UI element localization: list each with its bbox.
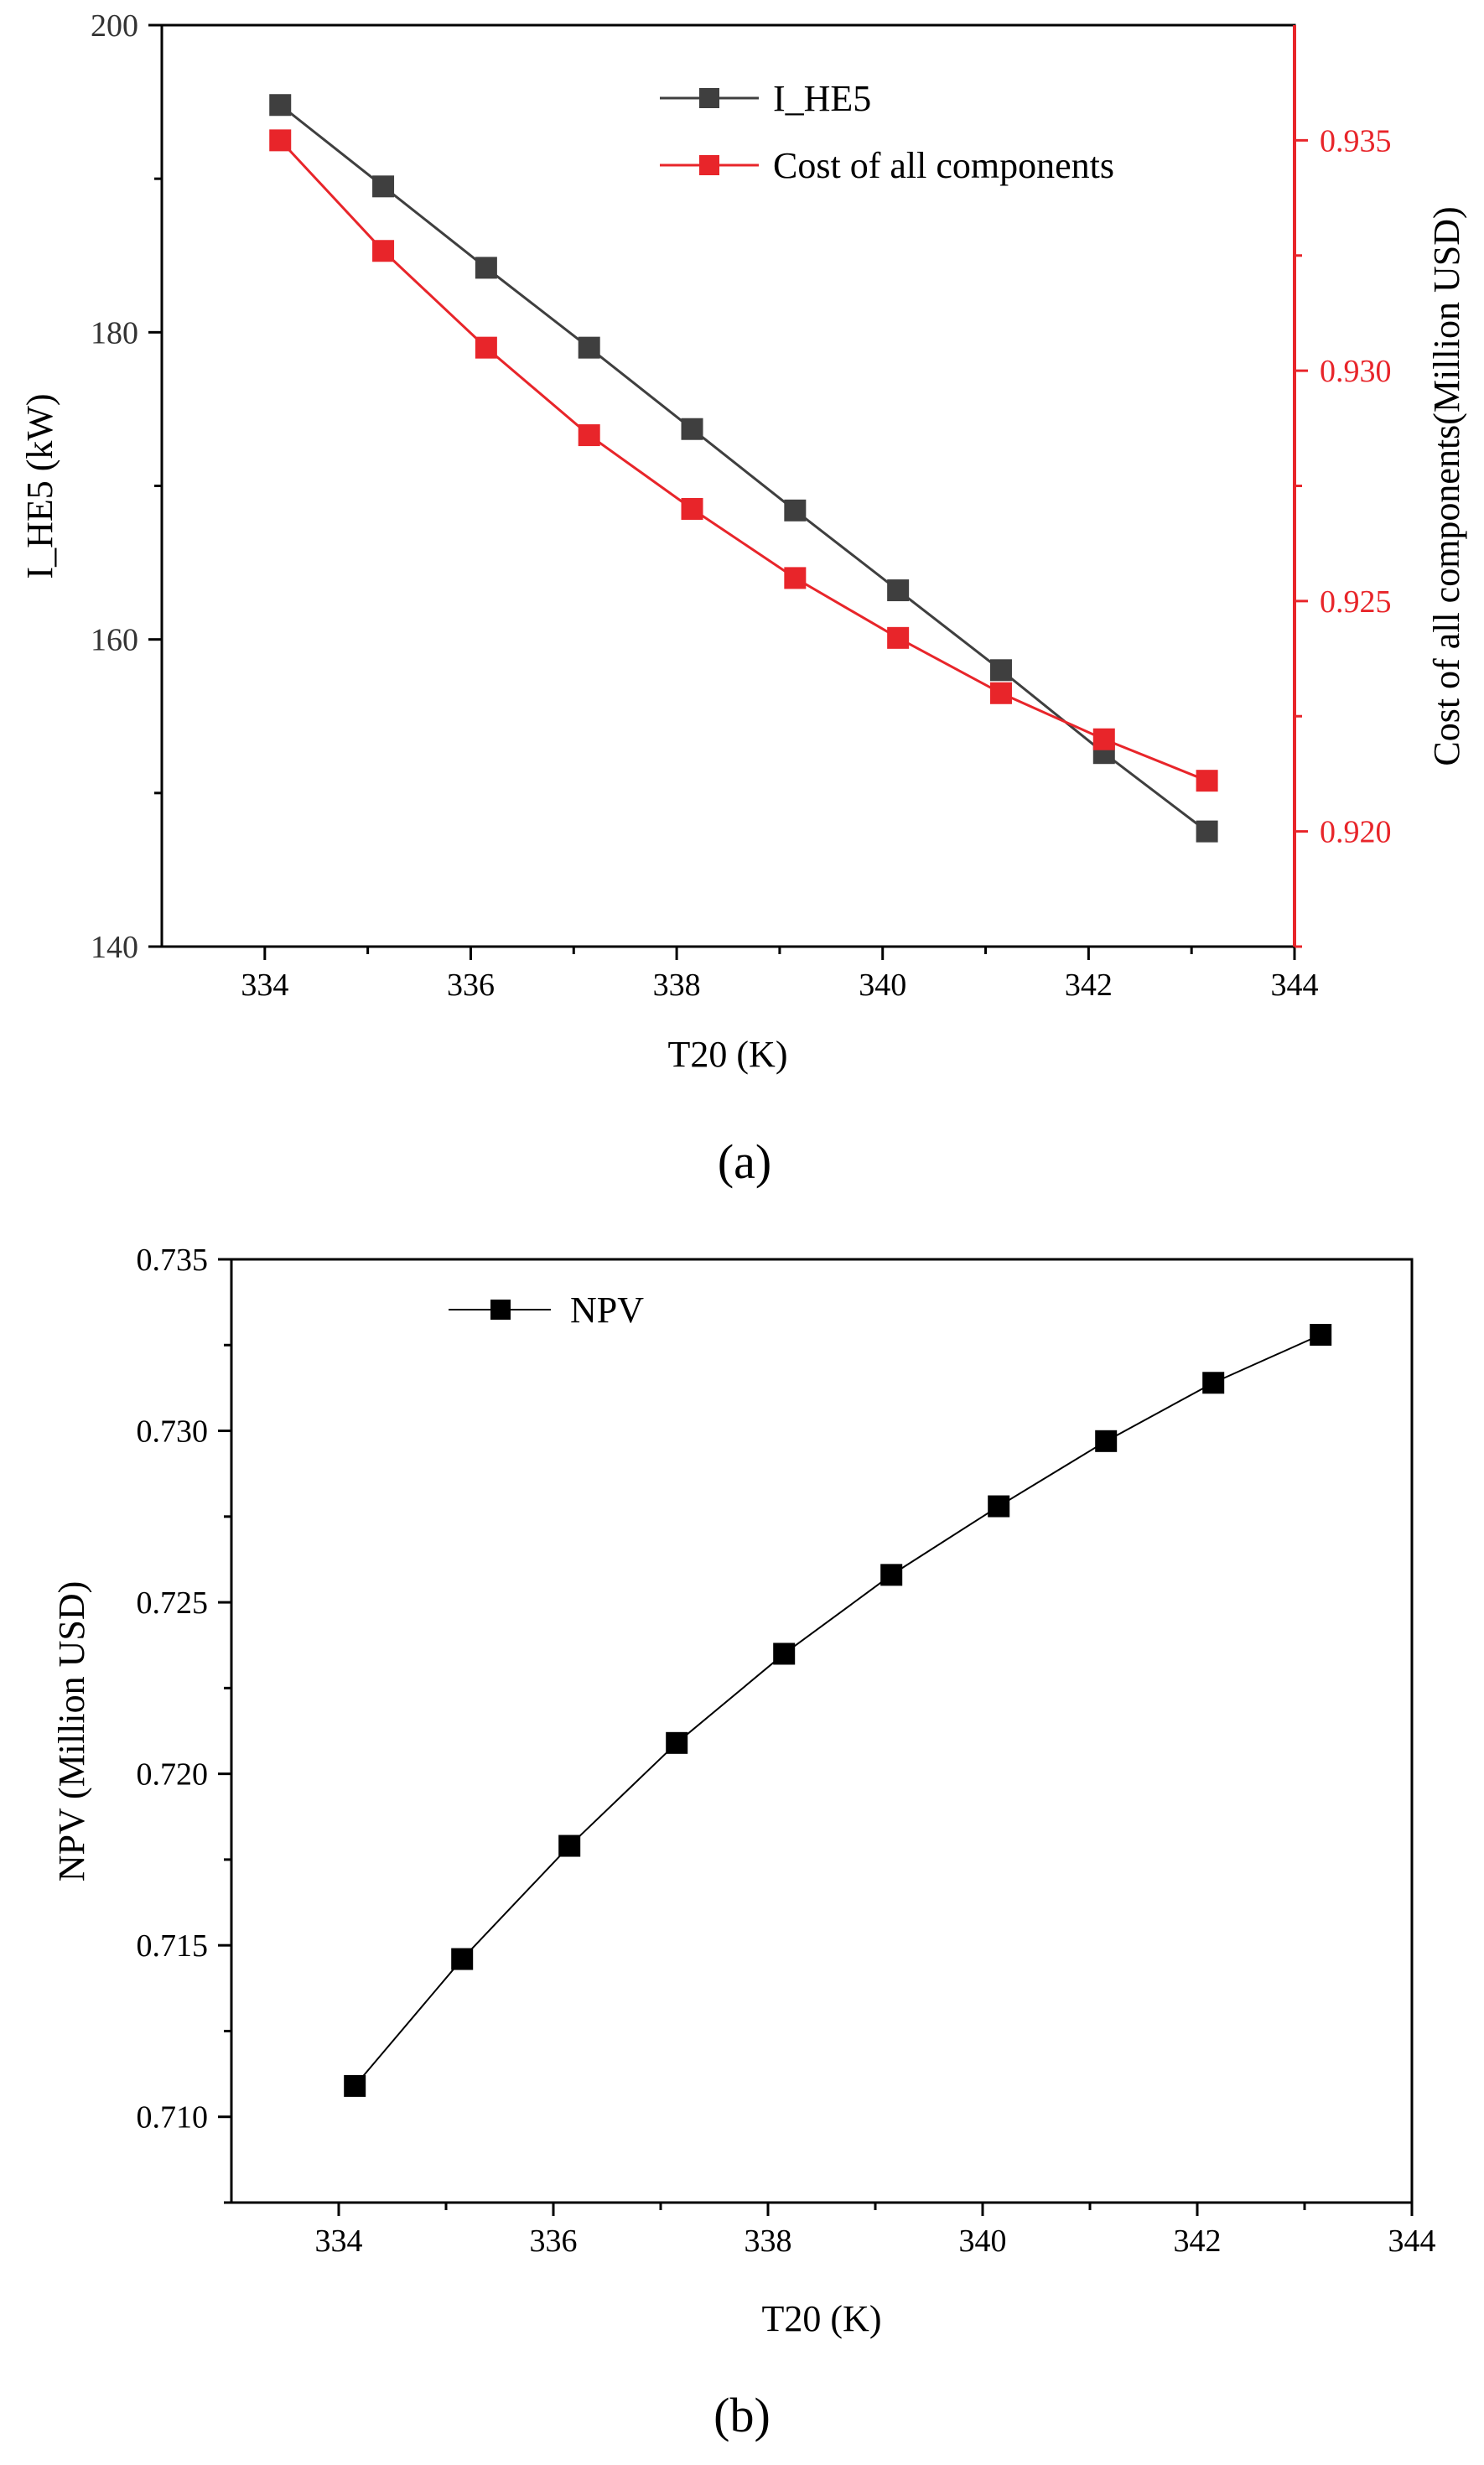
data-point-cost bbox=[372, 240, 395, 262]
x-tick-label: 336 bbox=[530, 2224, 578, 2259]
y2-tick-label: 0.935 bbox=[1320, 123, 1392, 158]
x-tick-label: 340 bbox=[859, 968, 906, 1003]
panel-label-b: (b) bbox=[713, 2388, 771, 2442]
data-point-ihe5 bbox=[1196, 820, 1218, 843]
y2-tick-label: 0.925 bbox=[1320, 584, 1392, 620]
chart-b-x-axis: 334 336 338 340 342 344 bbox=[315, 2203, 1436, 2259]
x-tick-label: 336 bbox=[447, 968, 495, 1003]
data-point-ihe5 bbox=[887, 579, 910, 602]
y2-tick-label: 0.920 bbox=[1320, 815, 1392, 850]
data-point-cost bbox=[1092, 728, 1115, 750]
x-tick-label: 342 bbox=[1065, 968, 1113, 1003]
data-point-npv bbox=[344, 2074, 366, 2097]
data-point-cost bbox=[989, 682, 1012, 704]
data-point-npv bbox=[1202, 1372, 1225, 1394]
data-point-ihe5 bbox=[578, 336, 600, 359]
data-point-ihe5 bbox=[681, 418, 703, 440]
data-point-cost bbox=[784, 567, 807, 589]
chart-a-marks bbox=[269, 94, 1218, 843]
y-tick-label: 0.725 bbox=[137, 1585, 209, 1621]
data-point-cost bbox=[681, 497, 703, 520]
x-tick-label: 334 bbox=[241, 968, 288, 1003]
data-point-cost bbox=[887, 626, 910, 649]
data-point-cost bbox=[475, 336, 497, 359]
data-point-cost bbox=[269, 129, 292, 152]
panel-label-a: (a) bbox=[718, 1134, 771, 1189]
x-tick-label: 344 bbox=[1388, 2224, 1436, 2259]
chart-b-y-axis: 0.710 0.715 0.720 0.725 0.730 0.735 bbox=[137, 1243, 231, 2204]
y-tick-label: 160 bbox=[91, 623, 138, 658]
chart-a-y-axis: 140 160 180 200 bbox=[91, 8, 162, 965]
x-tick-label: 334 bbox=[315, 2224, 363, 2259]
x-tick-label: 342 bbox=[1174, 2224, 1222, 2259]
data-point-npv bbox=[880, 1564, 903, 1586]
data-point-ihe5 bbox=[372, 175, 395, 198]
chart-panel-b: 334 336 338 340 342 344 0.7100.7150.7200.7250… bbox=[51, 1243, 1436, 2442]
data-point-npv bbox=[558, 1834, 581, 1857]
x-tick-label: 338 bbox=[745, 2224, 792, 2259]
series-line-ihe5 bbox=[279, 104, 1208, 833]
x-tick-label: 344 bbox=[1271, 968, 1319, 1003]
legend-label-npv: NPV bbox=[570, 1290, 644, 1331]
legend-marker-npv bbox=[490, 1300, 511, 1320]
y-tick-label: 0.735 bbox=[137, 1243, 209, 1278]
series-line-cost bbox=[279, 139, 1208, 782]
x-tick-label: 340 bbox=[959, 2224, 1007, 2259]
legend-label-cost: Cost of all components bbox=[773, 145, 1114, 186]
chart-a-x-axis-title: T20 (K) bbox=[668, 1034, 788, 1075]
data-point-ihe5 bbox=[475, 257, 497, 279]
legend-marker-cost bbox=[699, 155, 719, 175]
data-point-cost bbox=[1196, 770, 1218, 792]
x-tick-label: 338 bbox=[653, 968, 701, 1003]
chart-b-legend: NPV bbox=[449, 1290, 644, 1331]
chart-a-x-axis: 334 336 338 340 342 344 bbox=[241, 947, 1319, 1003]
data-point-npv bbox=[451, 1948, 474, 1970]
data-point-ihe5 bbox=[269, 94, 292, 117]
data-point-npv bbox=[988, 1495, 1010, 1518]
y-tick-label: 200 bbox=[91, 8, 138, 44]
chart-a-y2-axis-title: Cost of all components(Million USD) bbox=[1426, 206, 1467, 765]
data-point-ihe5 bbox=[989, 659, 1012, 682]
data-point-npv bbox=[1310, 1324, 1332, 1346]
chart-b-marks bbox=[344, 1324, 1332, 2097]
y2-tick-label: 0.930 bbox=[1320, 354, 1392, 389]
y-tick-label: 140 bbox=[91, 930, 138, 965]
chart-a-plot-frame bbox=[160, 23, 1296, 948]
chart-b-x-axis-title: T20 (K) bbox=[762, 2298, 882, 2339]
y-tick-label: 0.710 bbox=[137, 2100, 209, 2135]
y-tick-label: 0.715 bbox=[137, 1928, 209, 1964]
data-point-ihe5 bbox=[784, 499, 807, 522]
legend-label-ihe5: I_HE5 bbox=[773, 78, 871, 119]
y-tick-label: 180 bbox=[91, 315, 138, 350]
series-line-npv bbox=[354, 1334, 1321, 2087]
chart-a-legend: I_HE5 Cost of all components bbox=[660, 78, 1114, 186]
chart-b-plot-frame bbox=[230, 1258, 1414, 2204]
chart-a-y-axis-title: I_HE5 (kW) bbox=[19, 393, 60, 579]
legend-marker-ihe5 bbox=[699, 88, 719, 108]
data-point-npv bbox=[1095, 1430, 1118, 1452]
data-point-cost bbox=[578, 424, 600, 447]
y-tick-label: 0.720 bbox=[137, 1757, 209, 1793]
data-point-npv bbox=[666, 1731, 688, 1754]
chart-a-y2-axis: 0.920 0.925 0.930 0.935 bbox=[1295, 123, 1392, 948]
chart-b-y-axis-title: NPV (Million USD) bbox=[51, 1581, 92, 1882]
data-point-npv bbox=[773, 1642, 796, 1665]
y-tick-label: 0.730 bbox=[137, 1414, 209, 1450]
